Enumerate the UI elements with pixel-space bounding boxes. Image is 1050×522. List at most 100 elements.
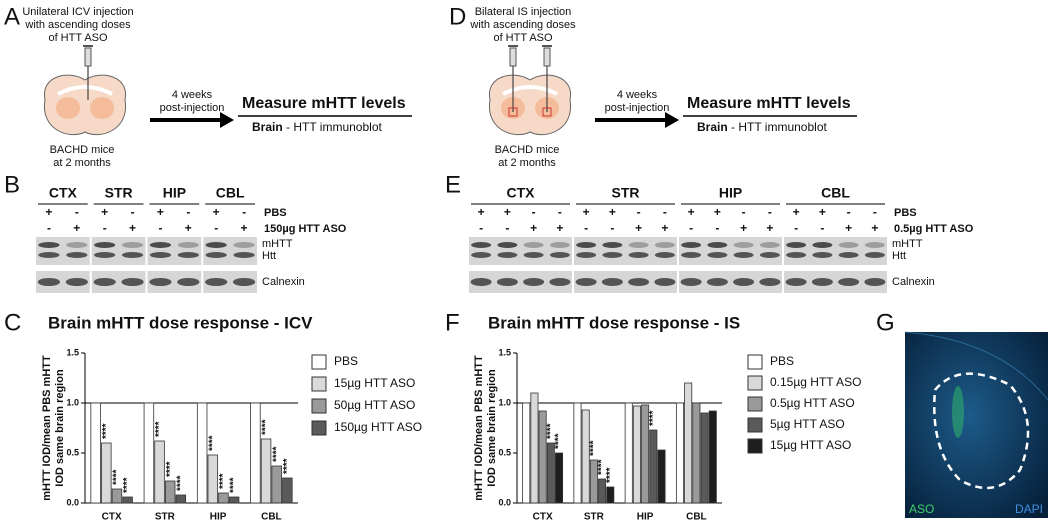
band (864, 252, 885, 258)
y-tick-label: 1.0 (66, 397, 79, 407)
lane-sign: + (129, 221, 136, 235)
band (838, 278, 860, 286)
method-text: Brain - HTT immunoblot (697, 120, 827, 134)
bar (538, 410, 547, 504)
band (177, 242, 199, 248)
blot-strip (147, 237, 202, 265)
lane-sign: - (742, 205, 746, 219)
significance: **** (648, 410, 659, 426)
bar (207, 454, 219, 504)
lane-sign: - (847, 205, 851, 219)
arrow-head (665, 112, 679, 128)
y-axis-label: IOD same brain region (486, 369, 498, 487)
band (681, 252, 702, 258)
band (471, 252, 492, 258)
lane-sign: + (793, 205, 800, 219)
legend-swatch (747, 375, 763, 391)
syringe-barrel (84, 47, 92, 67)
region-label: CBL (216, 185, 245, 201)
blot-strip (679, 271, 782, 293)
band (575, 278, 597, 286)
band (66, 242, 88, 248)
legend-swatch (747, 354, 763, 370)
lane-sign: - (715, 221, 719, 235)
blot-strip (36, 271, 90, 293)
bar (555, 452, 564, 504)
legend-swatch (747, 417, 763, 433)
band (628, 252, 649, 258)
band (205, 278, 228, 286)
band-label: Htt (892, 250, 906, 262)
bar (649, 429, 658, 504)
panel-letter: C (4, 309, 21, 336)
band (654, 242, 675, 248)
method-rest: - HTT immunoblot (283, 120, 383, 134)
region-label: HIP (163, 185, 186, 201)
blot-strip (784, 237, 887, 265)
band (121, 242, 144, 248)
x-tick-label: CBL (686, 512, 707, 522)
blot-strip (784, 271, 887, 293)
row-label: 0.5µg HTT ASO (894, 223, 974, 235)
legend-swatch (311, 376, 327, 392)
lane-sign: + (556, 221, 563, 235)
band (149, 252, 172, 258)
blot-strip (203, 271, 257, 293)
y-tick-label: 0.5 (498, 447, 511, 457)
band (706, 278, 728, 286)
striatum-outline (933, 372, 1030, 490)
legend-swatch (747, 396, 763, 412)
x-tick-label: CTX (102, 512, 122, 522)
lane-sign: + (635, 221, 642, 235)
bar (154, 440, 165, 504)
significance: **** (589, 440, 600, 456)
band (497, 252, 518, 258)
legend-label: 50µg HTT ASO (334, 398, 415, 412)
lane-sign: + (185, 221, 192, 235)
legend-swatch (311, 420, 327, 436)
band (233, 252, 255, 258)
lane-sign: + (845, 221, 852, 235)
significance: **** (271, 446, 282, 462)
mice-text: at 2 months (53, 157, 111, 169)
lane-sign: - (637, 205, 641, 219)
lane-sign: + (766, 221, 773, 235)
arrow-text: 4 weeks (172, 89, 213, 101)
significance: **** (545, 423, 556, 439)
bar (260, 438, 272, 504)
striatum (56, 97, 80, 119)
lane-sign: + (583, 205, 590, 219)
significance: **** (261, 419, 272, 435)
band (233, 242, 255, 248)
y-tick-label: 1.0 (498, 397, 511, 407)
band (786, 252, 807, 258)
injection-site (542, 107, 552, 117)
band (37, 278, 61, 286)
blot-strip (91, 271, 146, 293)
band (785, 278, 807, 286)
bar (624, 402, 633, 504)
bar (250, 402, 261, 504)
bar (684, 382, 693, 504)
ventricle (57, 85, 113, 96)
band (786, 242, 807, 248)
legend-label: 15µg HTT ASO (770, 438, 851, 452)
legend-label: 0.15µg HTT ASO (770, 375, 861, 389)
band (121, 278, 144, 286)
lane-sign: - (532, 205, 536, 219)
band (205, 242, 227, 248)
band (654, 252, 675, 258)
arrow-text: 4 weeks (617, 89, 658, 101)
band (149, 278, 172, 286)
x-tick-label: HIP (210, 512, 227, 522)
row-label: PBS (264, 207, 287, 219)
y-tick-label: 0.0 (498, 497, 511, 507)
band (733, 278, 755, 286)
band (707, 252, 728, 258)
band (759, 242, 780, 248)
band (602, 252, 623, 258)
mice-text: BACHD mice (50, 144, 115, 156)
legend-label: 150µg HTT ASO (334, 420, 422, 434)
bar (589, 459, 598, 504)
band (496, 278, 518, 286)
